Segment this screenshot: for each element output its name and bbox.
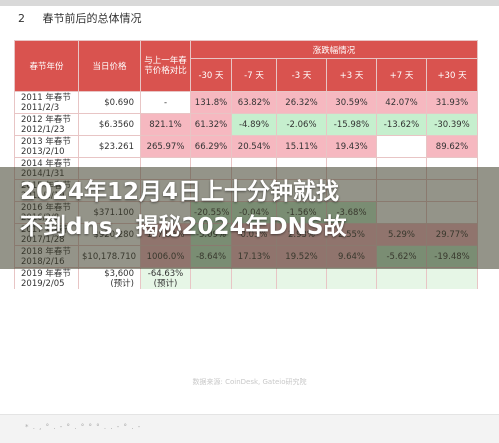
header-yoy: 与上一年春节价格对比	[140, 40, 191, 92]
cell-price: $0.690	[78, 91, 141, 114]
cell-value-text: 15.11%	[285, 141, 318, 152]
cell-price-note: (预计)	[110, 278, 134, 289]
header-change-group: 涨跌幅情况	[189, 40, 479, 59]
cell-value	[425, 267, 479, 289]
header-minus-7: -7 天	[231, 58, 277, 92]
cell-year-line: 2019 年春节	[21, 268, 71, 279]
cell-value	[190, 267, 232, 289]
cell-value	[376, 135, 427, 158]
cell-value: 66.29%	[190, 135, 232, 158]
cell-value-note: (预计)	[153, 278, 178, 289]
header-plus-30: +30 天	[425, 58, 479, 92]
cell-value: -13.62%	[376, 113, 427, 136]
cell-value: 20.54%	[231, 135, 277, 158]
header-plus-7: +7 天	[376, 58, 427, 92]
cell-year-line: 2014 年春节	[21, 158, 71, 169]
cell-year-line: 2011 年春节	[21, 92, 71, 103]
cell-value-text: 265.97%	[146, 141, 185, 152]
cell-value-text: -13.62%	[383, 119, 420, 130]
cell-value: -4.89%	[231, 113, 277, 136]
cell-price: $3,600 (预计)	[78, 267, 141, 289]
cell-value	[326, 267, 377, 289]
cell-value-text: -64.63%	[147, 268, 184, 279]
cell-value-text: 89.62%	[435, 141, 469, 152]
headline-overlay: 2024年12月4日上十分钟就找 不到dns，揭秘2024年DNS故	[0, 167, 499, 269]
cell-price: $6.3560	[78, 113, 141, 136]
cell-value-text: -4.89%	[238, 119, 270, 130]
cell-value: -64.63% (预计)	[140, 267, 191, 289]
cell-value-text: 31.93%	[435, 97, 469, 108]
cell-value-text: -30.39%	[434, 119, 470, 130]
cell-value-text: 63.82%	[237, 97, 271, 108]
table-row: 2013 年春节 2013/2/10 $23.261 265.97% 66.29% 20.…	[14, 135, 479, 158]
cell-value: -	[140, 91, 191, 114]
header-plus-3: +3 天	[326, 58, 377, 92]
cell-value: 42.07%	[376, 91, 427, 114]
header-minus-30: -30 天	[190, 58, 232, 92]
footer-text: * . , ° . - ° . ° ° ° . . - ° . -	[25, 423, 142, 431]
cell-price: $23.261	[78, 135, 141, 158]
table-row: 2019 年春节 2019/2/05 $3,600 (预计) -64.63% (预计)	[14, 267, 479, 289]
cell-value-text: 131.8%	[194, 97, 228, 108]
cell-year-line: 2012/1/23	[21, 124, 65, 135]
cell-value: -30.39%	[425, 113, 479, 136]
cell-value-text: 20.54%	[237, 141, 271, 152]
cell-value	[376, 267, 427, 289]
cell-year-line: 2019/2/05	[21, 278, 65, 289]
cell-value-text: 66.29%	[194, 141, 228, 152]
cell-year-line: 2011/2/3	[21, 102, 60, 113]
table-row: 2012 年春节 2012/1/23 $6.3560 821.1% 61.32% -4.8…	[14, 113, 479, 136]
section-title: 2 春节前后的总体情况	[18, 10, 142, 26]
header-year: 春节年份	[14, 40, 79, 92]
cell-year-line: 2013/2/10	[21, 146, 65, 157]
cell-value: 19.43%	[326, 135, 377, 158]
cell-price-value: $0.690	[104, 97, 134, 108]
cell-value: 89.62%	[425, 135, 479, 158]
cell-value-text: 19.43%	[335, 141, 368, 152]
cell-value-text: -2.06%	[286, 119, 317, 130]
cell-year: 2019 年春节 2019/2/05	[14, 267, 79, 289]
cell-value: 61.32%	[190, 113, 232, 136]
top-strip	[0, 0, 499, 6]
cell-value-text: 26.32%	[285, 97, 318, 108]
cell-year-line: 2012 年春节	[21, 114, 71, 125]
cell-value: 131.8%	[190, 91, 232, 114]
cell-value-text: 42.07%	[385, 97, 418, 108]
header-price: 当日价格	[78, 40, 141, 92]
cell-year-line: 2013 年春节	[21, 136, 71, 147]
headline: 2024年12月4日上十分钟就找 不到dns，揭秘2024年DNS故	[20, 179, 347, 240]
cell-value-text: 30.59%	[335, 97, 368, 108]
cell-price-value: $3,600	[104, 268, 134, 279]
cell-value: 31.93%	[425, 91, 479, 114]
cell-value	[231, 267, 277, 289]
cell-value: 821.1%	[140, 113, 191, 136]
cell-value-text: 821.1%	[149, 119, 182, 130]
header-minus-3: -3 天	[276, 58, 327, 92]
table-row: 2011 年春节 2011/2/3 $0.690 - 131.8% 63.82% 26.32…	[14, 91, 479, 114]
cell-value: 30.59%	[326, 91, 377, 114]
cell-year: 2011 年春节 2011/2/3	[14, 91, 79, 114]
cell-value-text: 61.32%	[194, 119, 228, 130]
cell-value: -2.06%	[276, 113, 327, 136]
section-number: 2	[18, 12, 25, 25]
cell-year: 2012 年春节 2012/1/23	[14, 113, 79, 136]
cell-value: 26.32%	[276, 91, 327, 114]
cell-year: 2013 年春节 2013/2/10	[14, 135, 79, 158]
cell-price-value: $23.261	[98, 141, 134, 152]
cell-value: 15.11%	[276, 135, 327, 158]
cell-value: 63.82%	[231, 91, 277, 114]
cell-value-text: -	[163, 97, 168, 108]
cell-price-value: $6.3560	[98, 119, 134, 130]
cell-value	[276, 267, 327, 289]
data-source-watermark: 数据来源: CoinDesk, Gateio研究院	[192, 378, 307, 386]
cell-value: -15.98%	[326, 113, 377, 136]
section-heading: 春节前后的总体情况	[42, 12, 142, 25]
cell-value: 265.97%	[140, 135, 191, 158]
cell-value-text: -15.98%	[333, 119, 370, 130]
footer-bar: * . , ° . - ° . ° ° ° . . - ° . -	[0, 414, 499, 443]
